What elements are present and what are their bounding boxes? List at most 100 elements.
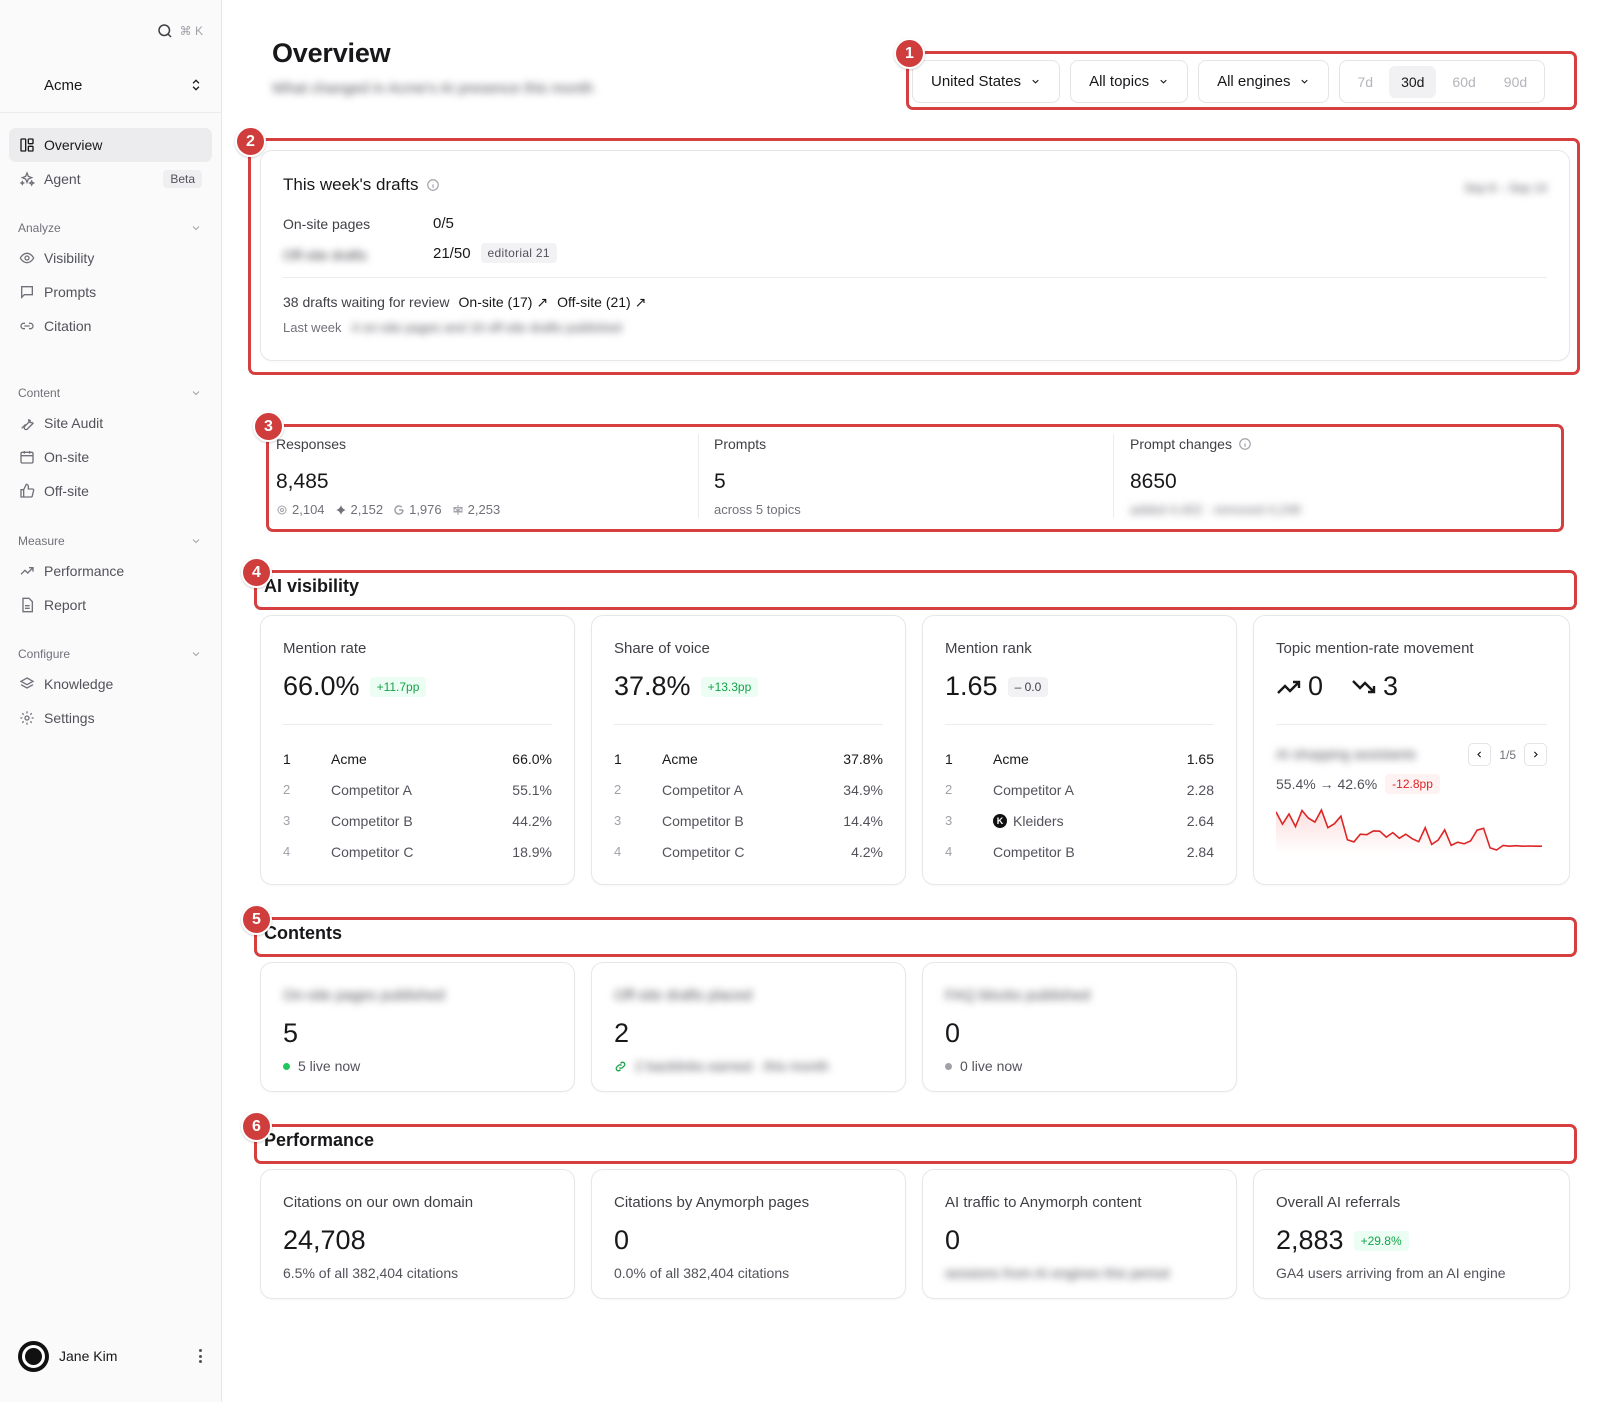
range-60d[interactable]: 60d xyxy=(1452,73,1476,90)
status-dot xyxy=(283,1062,290,1070)
sidebar-item-off-site[interactable]: Off-site xyxy=(9,474,212,508)
range-90d[interactable]: 90d xyxy=(1503,73,1528,90)
topic-sparkline xyxy=(1276,808,1542,854)
card-divider xyxy=(614,724,883,725)
layers-icon xyxy=(19,677,35,689)
responses-label: Responses xyxy=(276,436,347,452)
prev-topic-button[interactable] xyxy=(1468,743,1492,766)
drafts-card: This week's drafts Sep 8 – Sep 14 On-sit… xyxy=(260,150,1570,361)
mention-rank-number: 1.65 xyxy=(945,671,998,701)
brand-name: Competitor C xyxy=(662,843,745,860)
annotation-marker-6: 6 xyxy=(241,1111,272,1142)
message-square-icon xyxy=(21,286,33,299)
sidebar-item-label: Citation xyxy=(44,318,92,334)
next-topic-button[interactable] xyxy=(1524,743,1547,766)
content-card[interactable]: FAQ blocks published 0 0 live now xyxy=(922,962,1237,1092)
sidebar-item-overview[interactable]: Overview xyxy=(9,128,212,162)
performance-heading: Performance xyxy=(264,1130,375,1150)
search-trigger[interactable]: ⌘ K xyxy=(156,22,203,40)
sidebar-item-report[interactable]: Report xyxy=(9,588,212,622)
search-shortcut: ⌘ K xyxy=(179,24,203,38)
content-card[interactable]: Off-site drafts placed 2 2 backlinks ear… xyxy=(591,962,906,1092)
sidebar-item-visibility[interactable]: Visibility xyxy=(9,241,212,275)
performance-card-label: Overall AI referrals xyxy=(1276,1194,1401,1211)
responses-by-engine: 2,104 2,152 1,976 2,253 xyxy=(276,502,500,517)
content-card-label: FAQ blocks published xyxy=(945,987,1091,1004)
nav-measure: Measure Performance Report xyxy=(9,528,212,622)
sidebar-item-settings[interactable]: Settings xyxy=(9,701,212,735)
performance-card[interactable]: AI traffic to Anymorph content 0 session… xyxy=(922,1169,1237,1299)
lastweek-text: 4 on-site pages and 19 off-site drafts p… xyxy=(351,320,622,335)
info-icon[interactable] xyxy=(426,178,440,192)
chevron-down-icon xyxy=(1032,79,1039,84)
sidebar-item-label: Visibility xyxy=(44,250,95,266)
sidebar-divider xyxy=(0,112,221,113)
mention-rate-number: 66.0% xyxy=(283,671,360,701)
sparkline-line xyxy=(1276,808,1542,851)
user-menu[interactable]: Jane Kim xyxy=(18,1340,203,1372)
more-vertical-icon[interactable] xyxy=(199,1349,203,1363)
performance-card-number: 2,883 xyxy=(1276,1225,1344,1255)
content-card[interactable]: On-site pages published 5 5 live now xyxy=(260,962,575,1092)
lastweek-label: Last week xyxy=(283,320,342,335)
sidebar-item-site-audit[interactable]: Site Audit xyxy=(9,406,212,440)
annotation-marker-4: 4 xyxy=(241,557,272,588)
performance-card[interactable]: Overall AI referrals 2,883 +29.8% GA4 us… xyxy=(1253,1169,1570,1299)
content-card-label: Off-site drafts placed xyxy=(614,987,753,1004)
delta-badge: -12.8pp xyxy=(1385,774,1440,794)
stats-strip: Responses 8,485 2,104 2,152 1,976 2,253 … xyxy=(268,422,1560,530)
engines-select[interactable]: All engines xyxy=(1198,60,1330,103)
list-item: 3 Competitor B 44.2% xyxy=(283,805,552,836)
sidebar-item-performance[interactable]: Performance xyxy=(9,554,212,588)
offsite-review-link[interactable]: Off-site (21) ↗ xyxy=(557,294,647,310)
mention-rate-card[interactable]: Mention rate 66.0% +11.7pp 1 Acme 66.0% 2 C… xyxy=(260,615,575,885)
engine-value: 1,976 xyxy=(409,502,442,517)
gear-icon xyxy=(20,711,34,725)
performance-card[interactable]: Citations by Anymorph pages 0 0.0% of al… xyxy=(591,1169,906,1299)
sidebar-item-prompts[interactable]: Prompts xyxy=(9,275,212,309)
performance-card[interactable]: Citations on our own domain 24,708 6.5% … xyxy=(260,1169,575,1299)
topic-movement-card[interactable]: Topic mention-rate movement 0 3 AI shopp… xyxy=(1253,615,1570,885)
trending-up-icon xyxy=(20,567,34,575)
engine-gemini: 2,152 xyxy=(335,502,383,517)
onsite-review-link[interactable]: On-site (17) ↗ xyxy=(458,294,549,310)
section-analyze[interactable]: Analyze xyxy=(9,215,212,241)
range-7d[interactable]: 7d xyxy=(1357,73,1374,90)
mention-rank-list: 1 Acme 1.65 2 Competitor A 2.28 3 K Kleiders 2.… xyxy=(945,743,1214,867)
section-configure[interactable]: Configure xyxy=(9,641,212,667)
brand-name: Competitor B xyxy=(331,812,413,829)
user-name: Jane Kim xyxy=(59,1348,118,1364)
ai-visibility-heading: AI visibility xyxy=(264,576,360,596)
workspace-switcher[interactable]: Acme xyxy=(18,70,203,100)
annotation-marker-2: 2 xyxy=(235,126,266,157)
sidebar-item-citation[interactable]: Citation xyxy=(9,309,212,343)
rank-number: 2 xyxy=(283,782,291,797)
stat-divider xyxy=(698,434,699,518)
beta-badge: Beta xyxy=(163,170,202,188)
sidebar-item-knowledge[interactable]: Knowledge xyxy=(9,667,212,701)
perplexity-icon xyxy=(453,504,463,515)
country-select[interactable]: United States xyxy=(912,60,1061,103)
brand-value: 4.2% xyxy=(851,843,883,860)
section-title: Content xyxy=(18,386,61,400)
sidebar-item-on-site[interactable]: On-site xyxy=(9,440,212,474)
sidebar-item-label: Agent xyxy=(44,171,81,187)
chevron-down-icon xyxy=(192,652,200,657)
info-icon[interactable] xyxy=(1238,437,1252,451)
list-item: 3 K Kleiders 2.64 xyxy=(945,805,1214,836)
mention-rank-card[interactable]: Mention rank 1.65 – 0.0 1 Acme 1.65 2 Compe… xyxy=(922,615,1237,885)
brand-name-with-logo: K Kleiders xyxy=(993,813,1187,829)
brand-value: 14.4% xyxy=(843,812,883,829)
share-of-voice-card[interactable]: Share of voice 37.8% +13.3pp 1 Acme 37.8% … xyxy=(591,615,906,885)
brand-name: Acme xyxy=(662,750,698,767)
engine-value: 2,104 xyxy=(292,502,325,517)
range-30d[interactable]: 30d xyxy=(1389,65,1437,98)
list-item: 1 Acme 66.0% xyxy=(283,743,552,774)
sidebar-item-agent[interactable]: Agent Beta xyxy=(9,162,212,196)
topic-range: 55.4% → 42.6% -12.8pp xyxy=(1276,774,1440,794)
annotation-marker-3: 3 xyxy=(253,411,284,442)
topics-select[interactable]: All topics xyxy=(1070,60,1189,103)
performance-card-sub: 0.0% of all 382,404 citations xyxy=(614,1265,790,1281)
section-measure[interactable]: Measure xyxy=(9,528,212,554)
section-content[interactable]: Content xyxy=(9,380,212,406)
